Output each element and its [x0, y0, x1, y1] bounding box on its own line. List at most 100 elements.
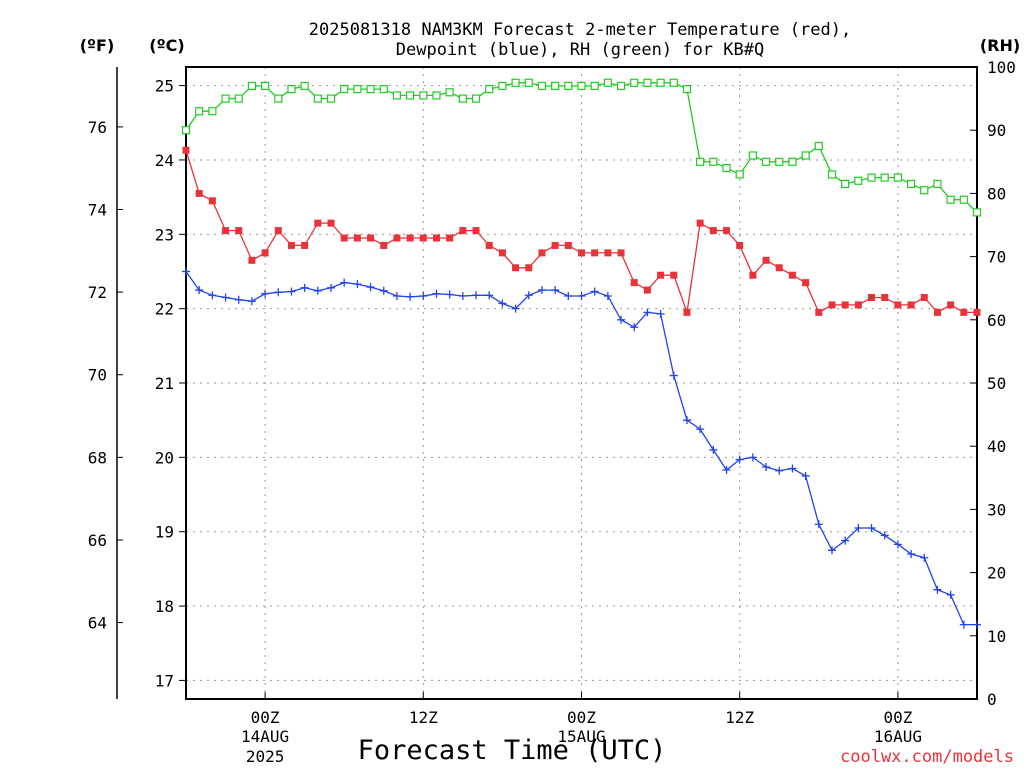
dewpoint-point — [353, 280, 362, 289]
dewpoint-point — [564, 292, 573, 301]
fahrenheit-tick-label: 74 — [88, 201, 107, 220]
temperature-point — [960, 308, 968, 316]
dewpoint-point — [603, 292, 612, 301]
temperature-point — [973, 308, 981, 316]
temperature-point — [947, 301, 955, 309]
rh-point — [261, 81, 270, 91]
temperature-point — [419, 234, 427, 242]
dewpoint-point — [208, 291, 217, 300]
x-tick-label: 12Z — [725, 708, 754, 727]
rh-point — [432, 91, 441, 100]
dewpoint-point — [907, 550, 916, 559]
rh-tick-label: 70 — [987, 248, 1006, 267]
dewpoint-point — [959, 620, 968, 629]
dewpoint-point — [893, 540, 902, 549]
temperature-point — [657, 271, 665, 279]
temperature-point — [854, 301, 862, 309]
temperature-point — [367, 234, 375, 242]
dewpoint-point — [234, 295, 243, 304]
temperature-point — [815, 308, 823, 316]
dewpoint-point — [656, 309, 665, 318]
temperature-point — [604, 249, 612, 257]
dewpoint-point — [379, 286, 388, 295]
rh-tick-label: 80 — [987, 184, 1006, 203]
x-tick-date-label: 16AUG — [874, 727, 922, 746]
rh-tick-label: 100 — [987, 58, 1016, 77]
dewpoint-series — [182, 267, 981, 629]
rh-series — [181, 78, 982, 217]
dewpoint-point — [419, 292, 428, 301]
dewpoint-point — [498, 299, 507, 308]
temperature-point — [696, 219, 704, 227]
rh-point — [801, 151, 810, 160]
dewpoint-point — [327, 283, 336, 292]
rh-point — [221, 94, 230, 103]
rh-point — [247, 81, 257, 91]
celsius-tick-label: 19 — [155, 523, 174, 542]
temperature-point — [380, 241, 388, 249]
rh-point — [933, 179, 942, 189]
rh-point — [854, 176, 863, 185]
temperature-point — [868, 293, 876, 301]
rh-point — [445, 88, 454, 97]
rh-point — [669, 78, 678, 87]
fahrenheit-tick-label: 66 — [88, 531, 107, 550]
rh-point — [392, 91, 402, 100]
dewpoint-point — [827, 546, 836, 555]
fahrenheit-tick-label: 76 — [88, 118, 107, 137]
temperature-point — [301, 241, 309, 249]
temperature-point — [327, 219, 335, 227]
celsius-tick-label: 20 — [155, 448, 174, 467]
credit-label: coolwx.com/models — [840, 747, 1014, 767]
x-tick-label: 00Z — [883, 708, 912, 727]
rh-point — [300, 81, 309, 91]
rh-point — [959, 195, 968, 204]
temperature-point — [446, 234, 454, 242]
rh-point — [471, 94, 481, 103]
dewpoint-point — [551, 286, 560, 295]
celsius-unit-label: (ºC) — [149, 36, 184, 55]
rh-point — [709, 157, 718, 166]
x-tick-date-label: 15AUG — [557, 727, 605, 746]
celsius-tick-label: 18 — [155, 597, 174, 616]
temperature-point — [591, 249, 599, 257]
temperature-point — [920, 293, 928, 301]
dewpoint-point — [841, 536, 850, 545]
temperature-point — [907, 301, 915, 309]
dewpoint-point — [458, 292, 467, 301]
dewpoint-point — [472, 291, 481, 300]
rh-point — [287, 85, 296, 94]
dewpoint-point — [313, 286, 322, 295]
rh-point — [630, 78, 639, 87]
celsius-tick-label: 24 — [155, 151, 174, 170]
temperature-point — [749, 271, 757, 279]
dewpoint-point — [748, 453, 757, 462]
temperature-point — [643, 286, 651, 294]
rh-point — [419, 91, 428, 100]
dewpoint-point — [709, 445, 718, 454]
temperature-point — [287, 241, 295, 249]
dewpoint-point — [300, 283, 309, 292]
temperature-point — [841, 301, 849, 309]
series-layer — [181, 78, 982, 629]
temperature-point — [683, 308, 691, 316]
dewpoint-point — [524, 291, 533, 300]
rh-point — [551, 81, 560, 91]
x-tick-year-label: 2025 — [246, 747, 285, 766]
rh-point — [340, 85, 349, 94]
rh-point — [814, 141, 823, 151]
celsius-tick-label: 23 — [155, 225, 174, 244]
dewpoint-point — [590, 287, 599, 296]
celsius-tick-label: 21 — [155, 374, 174, 393]
rh-point — [656, 78, 665, 87]
dewpoint-point — [696, 425, 705, 434]
rh-point — [524, 78, 533, 87]
rh-point — [406, 91, 415, 100]
temperature-point — [670, 271, 678, 279]
rh-tick-label: 30 — [987, 500, 1006, 519]
chart-title-line2: Dewpoint (blue), RH (green) for KB#Q — [396, 40, 764, 60]
rh-point — [274, 94, 283, 103]
rh-point — [946, 195, 955, 204]
rh-point — [313, 94, 322, 103]
temperature-point — [235, 227, 243, 235]
